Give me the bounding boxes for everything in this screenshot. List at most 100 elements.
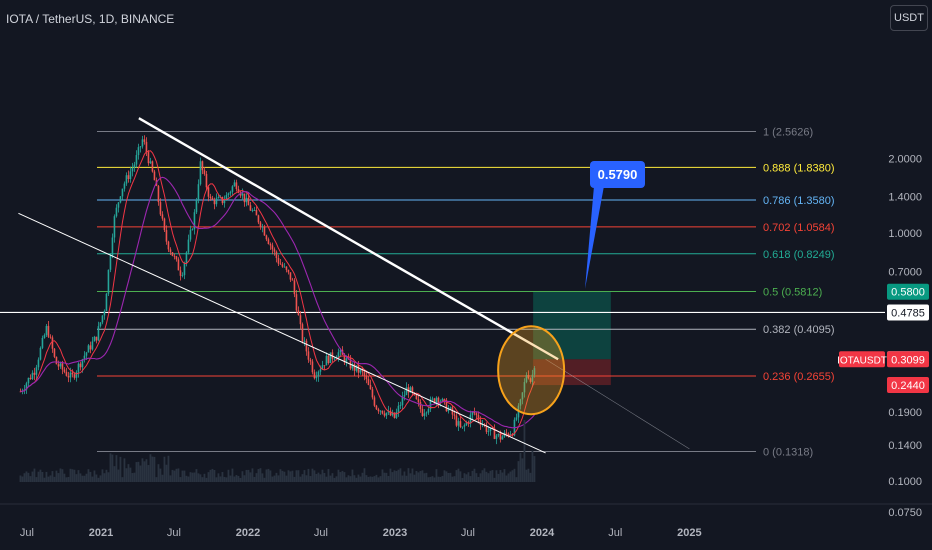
stop-zone[interactable] xyxy=(533,359,611,386)
candle xyxy=(317,370,320,382)
volume-bar xyxy=(129,467,132,482)
candle xyxy=(281,262,284,268)
candle xyxy=(315,371,318,382)
volume-bar xyxy=(509,471,512,482)
candle xyxy=(437,396,440,409)
volume-bar xyxy=(237,475,240,482)
candle xyxy=(475,412,478,420)
candle-body xyxy=(499,433,502,440)
candle-body xyxy=(395,412,398,418)
volume-bar xyxy=(331,473,334,482)
trendline-lower-support[interactable] xyxy=(18,212,546,454)
price-tag xyxy=(887,377,929,394)
candle-body xyxy=(411,387,414,393)
fib-level-label: 0.618 (0.8249) xyxy=(763,249,835,261)
candle xyxy=(203,166,206,176)
volume-bar xyxy=(347,475,350,482)
volume-bar xyxy=(521,458,524,482)
volume-bar xyxy=(307,468,310,482)
currency-button[interactable]: USDT xyxy=(890,5,928,31)
candle xyxy=(291,277,294,281)
candle xyxy=(141,135,144,149)
candle xyxy=(47,321,50,339)
candle-body xyxy=(67,375,70,378)
volume-bar xyxy=(91,476,94,482)
candle xyxy=(267,237,270,245)
candle xyxy=(287,269,290,275)
trendline-support-extension[interactable] xyxy=(545,358,690,450)
volume-bar xyxy=(405,475,408,482)
time-axis-label: Jul xyxy=(608,527,622,539)
volume-bar xyxy=(61,469,64,482)
candle xyxy=(323,365,326,370)
moving-average-slow xyxy=(20,176,535,429)
candle xyxy=(259,221,262,230)
candle xyxy=(301,322,304,344)
candle-body xyxy=(321,365,324,370)
candle-body xyxy=(405,387,408,396)
volume-bar xyxy=(517,461,520,482)
volume-bar xyxy=(223,476,226,482)
candle xyxy=(207,185,210,202)
candle-body xyxy=(73,374,76,378)
breakout-highlight-circle[interactable] xyxy=(497,325,566,416)
volume-bar xyxy=(469,476,472,482)
candle-body xyxy=(515,417,518,420)
candle xyxy=(77,362,80,378)
candle-body xyxy=(241,193,244,196)
volume-bar xyxy=(253,476,256,482)
candle-body xyxy=(131,167,134,172)
volume-bar xyxy=(353,475,356,482)
candle xyxy=(187,234,190,255)
candle xyxy=(199,157,202,186)
candle-body xyxy=(179,270,182,276)
volume-bar xyxy=(301,474,304,482)
candle-body xyxy=(289,272,292,280)
candle-body xyxy=(57,364,60,367)
price-callout[interactable] xyxy=(590,161,645,188)
candle xyxy=(179,266,182,281)
candle-body xyxy=(127,175,130,180)
candle-body xyxy=(357,365,360,373)
candle xyxy=(427,407,430,415)
candle-body xyxy=(377,409,380,412)
candle xyxy=(121,188,124,200)
candle-body xyxy=(189,229,192,240)
volume-bar xyxy=(33,468,36,482)
candle-body xyxy=(525,375,528,383)
candle xyxy=(389,407,392,417)
candle xyxy=(365,371,368,384)
candle-body xyxy=(151,161,154,172)
trendline-descending-resistance[interactable] xyxy=(138,117,559,361)
candle xyxy=(531,369,534,388)
chart-title: IOTA / TetherUS, 1D, BINANCE xyxy=(6,12,175,26)
candle-body xyxy=(447,408,450,412)
candle-body xyxy=(237,189,240,193)
candle xyxy=(105,292,108,311)
candle xyxy=(163,217,166,232)
candle xyxy=(123,181,126,192)
target-zone[interactable] xyxy=(533,291,611,360)
candle-body xyxy=(487,431,490,432)
volume-bar xyxy=(135,462,138,482)
volume-bar xyxy=(351,469,354,482)
volume-bar xyxy=(525,469,528,482)
candle xyxy=(153,169,156,181)
volume-bar xyxy=(203,473,206,482)
candle-body xyxy=(53,348,56,357)
candle xyxy=(431,396,434,402)
volume-bar xyxy=(49,475,52,482)
candle-body xyxy=(403,395,406,397)
candle xyxy=(67,371,70,383)
candle xyxy=(273,247,276,256)
candle xyxy=(51,335,54,353)
volume-bar xyxy=(257,469,260,482)
candle xyxy=(519,398,522,410)
candle xyxy=(493,424,496,440)
candle-body xyxy=(225,194,228,201)
candle xyxy=(145,137,148,157)
candle xyxy=(359,368,362,375)
volume-bar xyxy=(77,470,80,482)
volume-bar xyxy=(411,468,414,482)
